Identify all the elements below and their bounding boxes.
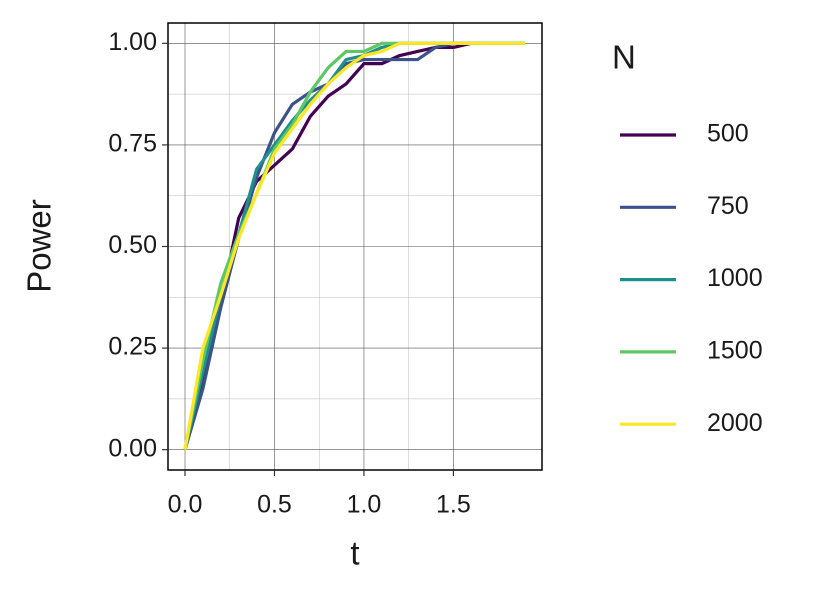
x-tick-label: 1.0 <box>347 491 382 519</box>
y-tick-label: 0.00 <box>108 434 157 462</box>
y-tick-label: 1.00 <box>108 28 157 56</box>
legend-label: 1500 <box>707 337 763 365</box>
x-axis-title: t <box>350 535 359 572</box>
legend-title: N <box>612 39 636 76</box>
x-tick-label: 0.5 <box>257 491 292 519</box>
series-line <box>183 41 525 450</box>
x-tick-label: 1.5 <box>436 491 471 519</box>
legend-label: 750 <box>707 192 749 220</box>
legend-label: 1000 <box>707 264 763 292</box>
grid <box>168 23 542 470</box>
y-axis-title: Power <box>21 199 58 293</box>
x-tick-label: 0.0 <box>168 491 203 519</box>
y-tick-label: 0.25 <box>108 333 157 361</box>
y-tick-label: 0.50 <box>108 231 157 259</box>
y-tick-label: 0.75 <box>108 130 157 158</box>
legend-label: 2000 <box>707 409 763 437</box>
legend-label: 500 <box>707 120 749 148</box>
lines <box>183 41 525 451</box>
